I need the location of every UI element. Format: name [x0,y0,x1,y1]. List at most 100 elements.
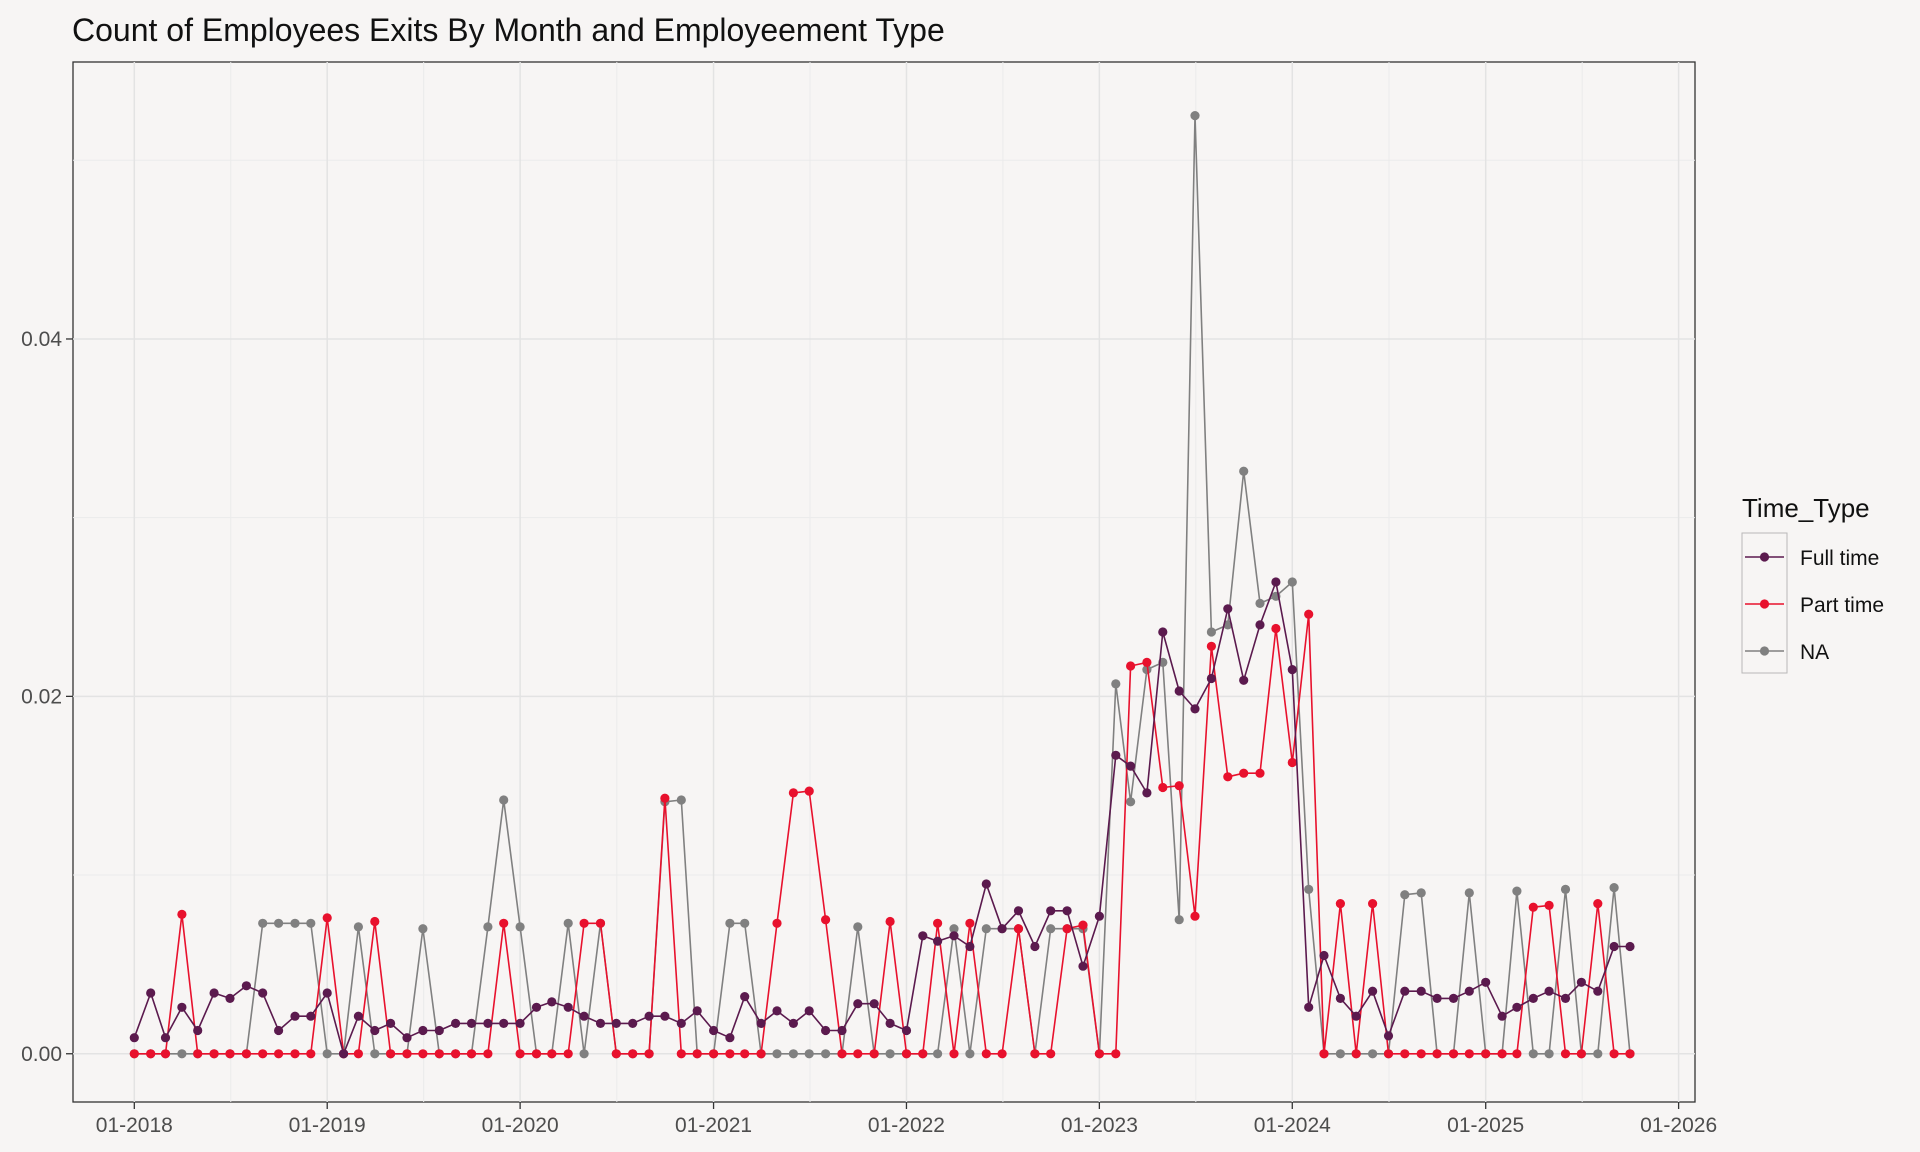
data-point-part-time [418,1049,428,1059]
x-tick-label: 01-2023 [1061,1114,1138,1137]
data-point-full-time [1593,986,1603,996]
data-point-part-time [853,1049,863,1059]
data-point-na [563,918,573,928]
data-point-full-time [997,924,1007,934]
data-point-part-time [402,1049,412,1059]
data-point-na [353,922,363,932]
data-point-na [885,1049,895,1059]
data-point-full-time [1544,986,1554,996]
data-point-full-time [1111,750,1121,760]
data-point-part-time [1046,1049,1056,1059]
data-point-full-time [418,1025,428,1036]
data-point-full-time [1448,993,1459,1004]
data-point-full-time [821,1025,831,1036]
data-point-full-time [644,1011,654,1021]
data-point-full-time [322,988,332,998]
data-point-part-time [274,1049,284,1059]
data-point-part-time [1400,1049,1410,1059]
series-line-na [134,114,1631,1055]
data-point-part-time [1512,1049,1522,1059]
data-point-part-time [709,1049,719,1059]
data-point-na [499,795,509,805]
data-point-na [1111,679,1121,689]
data-point-full-time [1497,1011,1507,1021]
data-point-part-time [129,1049,139,1059]
data-point-na [772,1049,782,1059]
data-point-full-time [676,1018,686,1028]
data-point-part-time [837,1049,847,1059]
data-point-part-time [1126,661,1136,671]
data-point-na [725,918,735,928]
data-point-full-time [241,981,251,991]
data-point-full-time [1078,961,1088,971]
data-point-na [1190,111,1200,121]
data-point-full-time [531,1002,542,1012]
data-point-part-time [1287,757,1297,768]
legend-item-full-time: Full time [1745,547,1879,570]
data-point-full-time [160,1033,171,1043]
data-point-full-time [1062,906,1072,916]
data-point-part-time [1464,1049,1474,1059]
data-point-part-time [1174,781,1184,791]
data-point-full-time [1046,906,1056,916]
data-point-part-time [981,1049,991,1059]
data-point-na [483,922,493,932]
data-point-na [933,1049,943,1059]
data-point-na [1174,915,1184,925]
data-point-na [1528,1049,1538,1059]
legend-key-point [1759,599,1770,609]
data-point-part-time [531,1049,542,1059]
data-point-full-time [660,1011,670,1021]
data-point-full-time [353,1011,363,1021]
data-point-part-time [1158,782,1168,793]
data-point-part-time [1544,900,1554,911]
data-point-full-time [274,1025,284,1036]
data-point-na [1544,1049,1554,1059]
data-point-part-time [821,915,831,925]
data-point-part-time [1368,899,1378,909]
data-point-na [579,1049,589,1059]
data-point-part-time [209,1049,219,1059]
data-point-part-time [1094,1049,1104,1059]
data-point-part-time [676,1049,686,1059]
x-tick-label: 01-2020 [482,1114,559,1137]
data-point-na [740,918,750,928]
data-point-part-time [1383,1049,1394,1059]
data-point-full-time [869,999,879,1009]
data-point-na [1368,1049,1378,1059]
data-point-full-time [949,931,959,941]
data-point-full-time [1609,941,1619,952]
data-point-na [788,1049,799,1059]
data-point-part-time [353,1049,363,1059]
data-point-part-time [306,1049,316,1059]
series-part-time [129,609,1635,1059]
data-point-full-time [209,988,219,998]
data-point-full-time [692,1006,702,1016]
data-point-part-time [547,1049,557,1059]
data-point-part-time [1319,1049,1329,1059]
data-point-part-time [1416,1049,1426,1059]
legend-item-na: NA [1745,641,1829,664]
data-point-na [1126,797,1136,807]
data-point-na [306,918,316,928]
data-point-full-time [193,1025,203,1036]
data-point-part-time [1030,1049,1040,1059]
data-point-full-time [1432,993,1442,1004]
data-point-part-time [1497,1049,1507,1059]
data-point-full-time [837,1025,847,1036]
data-point-part-time [322,913,332,923]
data-point-full-time [402,1033,412,1043]
data-point-full-time [853,999,863,1009]
data-point-full-time [370,1025,380,1036]
data-point-full-time [788,1018,799,1028]
data-point-full-time [595,1018,606,1028]
data-point-na [1142,665,1152,675]
data-point-full-time [466,1018,477,1028]
data-point-full-time [1512,1002,1522,1012]
data-point-part-time [451,1049,461,1059]
data-point-full-time [1416,986,1426,996]
series-full-time [129,577,1635,1059]
data-point-part-time [1206,641,1216,651]
data-point-full-time [146,988,156,998]
